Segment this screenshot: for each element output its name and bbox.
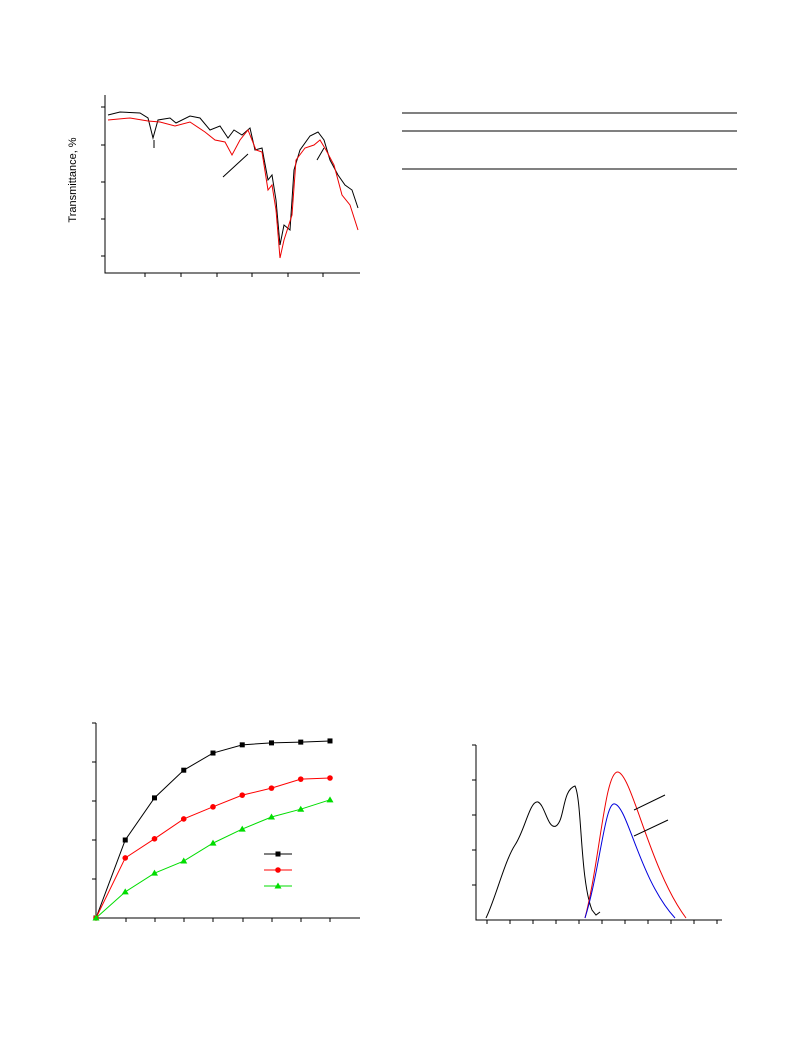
spectrum-curve (485, 785, 601, 919)
marker (327, 775, 333, 781)
ticks (101, 106, 324, 277)
marker (297, 805, 305, 812)
axis (104, 95, 360, 274)
marker (326, 796, 334, 803)
series-line (95, 799, 331, 919)
marker (151, 869, 158, 876)
table-rule (402, 112, 737, 170)
marker (92, 914, 100, 921)
spectrum-curve (584, 771, 687, 919)
axis (95, 723, 360, 919)
marker (275, 867, 281, 873)
spectrum-curve (584, 803, 676, 919)
marker (181, 767, 187, 773)
marker (298, 739, 304, 745)
marker (180, 816, 187, 822)
marker (239, 792, 246, 798)
marker (152, 795, 157, 801)
ir-figure: Transmittance, % (67, 95, 360, 277)
series-line (95, 777, 331, 919)
marker (122, 837, 128, 843)
marker (239, 742, 245, 748)
y-axis-label: Transmittance, % (67, 137, 79, 222)
axis (475, 745, 722, 921)
marker (297, 776, 304, 782)
line-chart (92, 722, 360, 922)
marker (122, 855, 129, 861)
marker (210, 750, 216, 756)
marker (180, 857, 188, 864)
marker (210, 804, 216, 810)
arrow (633, 794, 669, 837)
marker (209, 839, 217, 846)
marker (238, 825, 246, 832)
spectra-figure (472, 744, 722, 924)
series-line (95, 740, 331, 919)
ir-curve (107, 111, 359, 246)
marker (151, 836, 158, 842)
ticks (472, 744, 718, 924)
marker (268, 785, 275, 791)
marker (327, 738, 333, 744)
arrow (153, 140, 325, 178)
marker (269, 740, 274, 746)
marker (275, 851, 281, 857)
marker (268, 813, 275, 820)
ir-curve (107, 117, 359, 259)
marker (274, 882, 282, 889)
ticks (92, 722, 331, 922)
marker (121, 888, 129, 895)
